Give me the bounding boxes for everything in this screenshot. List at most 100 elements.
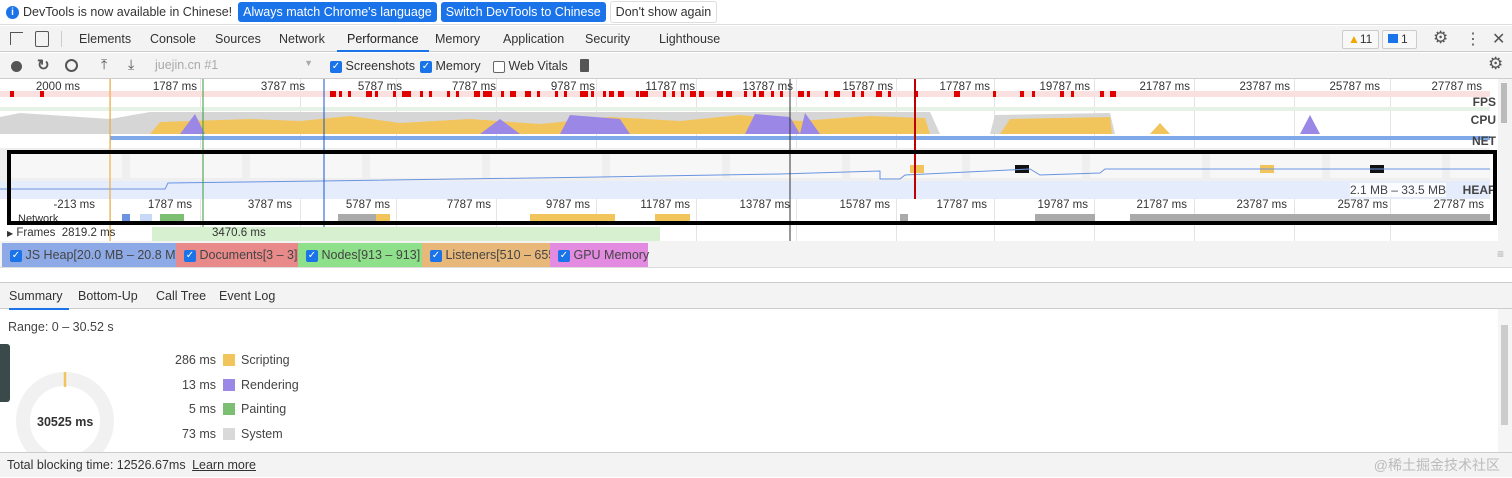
fps-drop-mark (564, 91, 567, 97)
tab-event-log[interactable]: Event Log (219, 289, 276, 303)
screenshot-thumbnail (1450, 151, 1490, 178)
switch-chinese-button[interactable]: Switch DevTools to Chinese (440, 2, 606, 22)
messages-badge[interactable]: 1 (1382, 30, 1417, 49)
device-toolbar-icon[interactable] (35, 31, 49, 47)
profile-select[interactable]: juejin.cn #1 ▼ (155, 58, 313, 72)
fps-drop-mark (663, 91, 666, 97)
tab-console[interactable]: Console (150, 32, 196, 46)
fps-drop-mark (528, 91, 531, 97)
tab-sources[interactable]: Sources (215, 32, 261, 46)
record-button[interactable] (11, 61, 22, 72)
inspect-element-icon[interactable] (10, 32, 23, 45)
fps-drop-mark (771, 91, 774, 97)
tab-call-tree[interactable]: Call Tree (156, 289, 207, 303)
trash-icon[interactable] (580, 59, 589, 72)
screenshot-thumbnail (1210, 151, 1322, 178)
fps-drop-mark (1071, 91, 1074, 97)
ruler-tick: 15787 ms (839, 199, 890, 211)
memory-counter-checkbox[interactable]: ✓ JS Heap[20.0 MB – 20.8 MB] (2, 243, 187, 267)
lane-heap-label: HEAP (1462, 183, 1496, 197)
tab-performance[interactable]: Performance (337, 26, 429, 52)
timeline-overview[interactable]: 2000 ms 1787 ms 3787 ms 5787 ms 7787 ms 9787 … (0, 79, 1512, 241)
ruler-tick: 13787 ms (742, 81, 793, 93)
capture-settings-gear-icon[interactable]: ⚙ (1488, 54, 1504, 73)
fps-drop-mark (591, 91, 594, 97)
heap-line (0, 168, 1490, 190)
fps-drop-mark (40, 91, 44, 97)
divider (61, 31, 62, 47)
details-scrollbar[interactable] (1498, 309, 1512, 452)
checkbox-icon: ✓ (184, 249, 196, 262)
fps-drop-mark (879, 91, 882, 97)
memory-checkbox[interactable]: ✓ Memory (420, 59, 481, 73)
summary-legend-item: 286 ms Scripting (175, 353, 290, 367)
chevron-down-icon: ▼ (304, 58, 313, 68)
fps-drop-mark (402, 91, 408, 97)
fps-drop-mark (10, 91, 14, 97)
warnings-badge[interactable]: ▲11 (1342, 30, 1379, 49)
download-profile-icon[interactable]: ⤓ (128, 56, 135, 72)
performance-toolbar: ↻ ⤒ ⤓ juejin.cn #1 ▼ ✓ Screenshots ✓ Memo… (0, 53, 1512, 79)
screenshot-thumbnail (610, 151, 722, 178)
memory-counters: ✓ JS Heap[20.0 MB – 20.8 MB] ✓ Documents[… (0, 241, 1512, 268)
tab-elements[interactable]: Elements (79, 32, 132, 46)
screenshot-thumbnail (1330, 151, 1442, 178)
fps-drop-mark (501, 91, 504, 97)
screenshot-thumbnail (490, 151, 602, 178)
web-vitals-checkbox[interactable]: Web Vitals (493, 59, 568, 73)
memory-counter-checkbox[interactable]: ✓ Listeners[510 – 655] (422, 243, 559, 267)
dont-show-again-button[interactable]: Don't show again (609, 1, 718, 23)
fps-drop-mark (717, 91, 720, 97)
ruler-tick: 3787 ms (247, 199, 292, 211)
tab-bottom-up[interactable]: Bottom-Up (78, 289, 138, 303)
ruler-tick: 7787 ms (451, 81, 496, 93)
more-options-icon[interactable]: ⋮ (1465, 31, 1481, 48)
screenshots-checkbox[interactable]: ✓ Screenshots (330, 59, 415, 73)
network-request-bar (900, 214, 908, 222)
tab-security[interactable]: Security (585, 32, 631, 46)
drag-handle-icon[interactable]: ≡ (1496, 247, 1504, 261)
summary-legend-item: 5 ms Painting (188, 402, 287, 416)
fps-drop-mark (807, 91, 810, 97)
fps-drop-mark (610, 91, 614, 97)
summary-panel: Range: 0 – 30.52 s 30525 ms 286 ms Script… (0, 309, 1512, 454)
fps-drop-mark (420, 91, 423, 97)
tab-lighthouse[interactable]: Lighthouse (659, 32, 721, 46)
memory-counter-checkbox[interactable]: ✓ Documents[3 – 3] (176, 243, 298, 267)
fps-drop-mark (780, 91, 783, 97)
tab-summary[interactable]: Summary (9, 289, 69, 310)
frames-track[interactable]: ▶ Frames 2819.2 ms (7, 227, 116, 239)
reload-record-icon[interactable]: ↻ (37, 57, 50, 74)
fps-drop-mark (834, 91, 840, 97)
fps-drop-mark (456, 91, 459, 97)
upload-profile-icon[interactable]: ⤒ (101, 56, 108, 72)
tab-application[interactable]: Application (503, 32, 565, 46)
fps-drop-mark (375, 91, 378, 97)
clear-icon[interactable] (65, 59, 78, 72)
fps-drop-mark (510, 91, 516, 97)
frame-duration: 3470.6 ms (212, 227, 266, 239)
vertical-scrollbar[interactable] (1498, 79, 1512, 241)
fps-drop-mark (640, 91, 644, 97)
total-time: 30525 ms (37, 415, 94, 429)
screenshot-thumbnails (10, 151, 1490, 178)
ruler-tick: 11787 ms (640, 199, 690, 211)
devtools-tabbar: Elements Console Sources Network Perform… (0, 26, 1512, 52)
tab-memory[interactable]: Memory (435, 32, 481, 46)
settings-gear-icon[interactable]: ⚙ (1433, 28, 1449, 47)
memory-counter-checkbox[interactable]: ✓ GPU Memory (550, 243, 649, 267)
fps-drop-mark (486, 91, 492, 97)
match-language-button[interactable]: Always match Chrome's language (238, 2, 437, 22)
learn-more-link[interactable]: Learn more (192, 458, 256, 472)
heap-range: 2.1 MB – 33.5 MB (1349, 183, 1446, 197)
ruler-tick: 5787 ms (345, 199, 390, 211)
checkbox-icon: ✓ (306, 249, 318, 262)
ruler-tick: 5787 ms (357, 81, 402, 93)
ruler-tick: 2000 ms (35, 81, 80, 93)
watermark: @稀土掘金技术社区 (1373, 457, 1500, 473)
close-icon[interactable]: ✕ (1492, 31, 1506, 48)
side-handle[interactable] (0, 344, 10, 402)
ruler-tick: 19787 ms (1039, 81, 1090, 93)
tab-network[interactable]: Network (279, 32, 325, 46)
memory-counter-checkbox[interactable]: ✓ Nodes[913 – 913] (298, 243, 422, 267)
